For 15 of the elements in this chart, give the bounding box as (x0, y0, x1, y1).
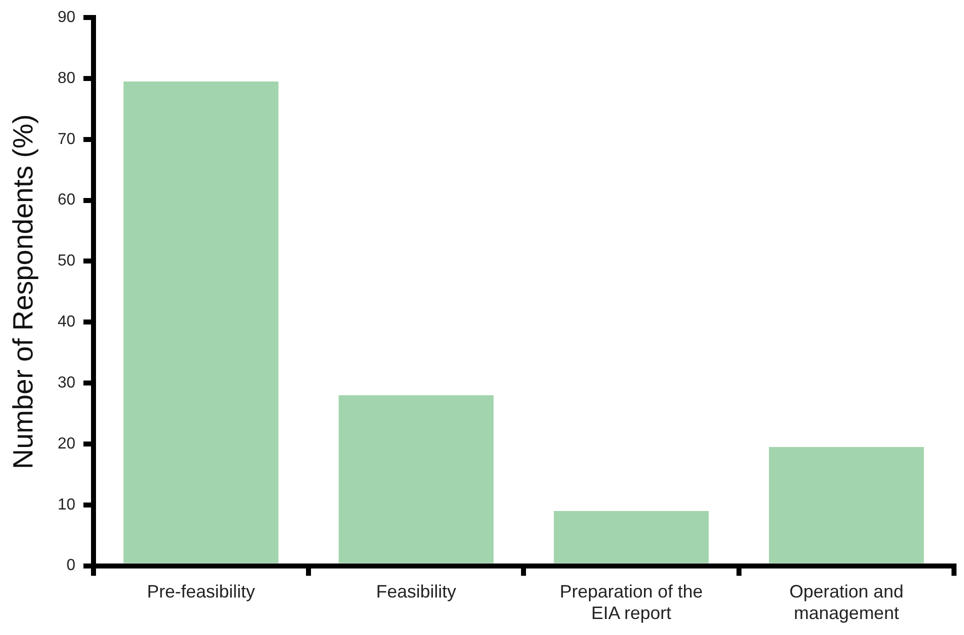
y-tick-label: 80 (58, 70, 76, 87)
y-tick-label: 30 (58, 374, 76, 392)
x-tick-label: Preparation of the EIA report (560, 582, 703, 624)
y-tick-label: 40 (58, 314, 76, 331)
x-tick-label: Feasibility (376, 582, 456, 602)
x-tick-label: Operation and management (789, 582, 904, 624)
y-tick-label: 70 (58, 130, 76, 148)
y-tick-label: 90 (58, 9, 76, 26)
y-tick-label: 0 (66, 557, 76, 574)
y-axis-title: Number of Respondents (%) (8, 114, 39, 470)
y-tick-label: 60 (58, 192, 76, 209)
y-tick-label: 10 (58, 496, 76, 514)
y-tick-label: 20 (58, 435, 76, 452)
x-tick-label: Pre-feasibility (146, 582, 255, 602)
y-tick-label: 50 (58, 252, 76, 270)
